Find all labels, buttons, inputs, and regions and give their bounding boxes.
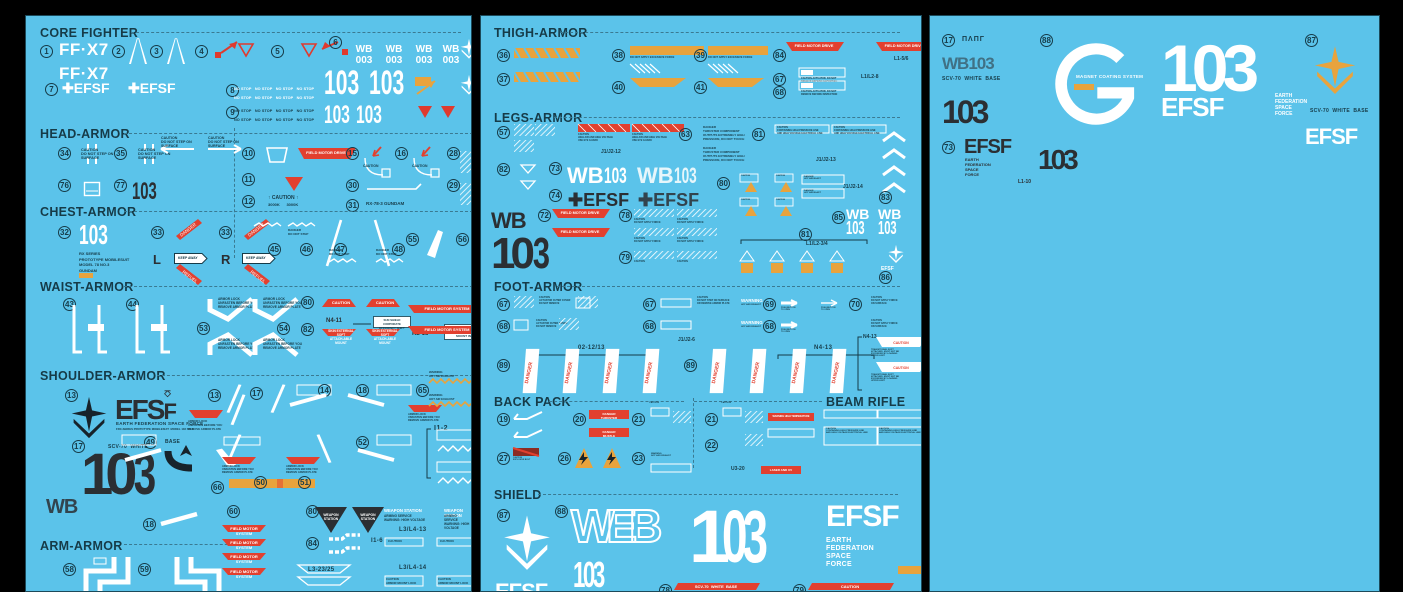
svg-text:CAUTION: CAUTION: [893, 341, 909, 345]
svg-text:DANGER: DANGER: [179, 221, 198, 237]
svg-text:CAUTION: CAUTION: [893, 366, 909, 370]
